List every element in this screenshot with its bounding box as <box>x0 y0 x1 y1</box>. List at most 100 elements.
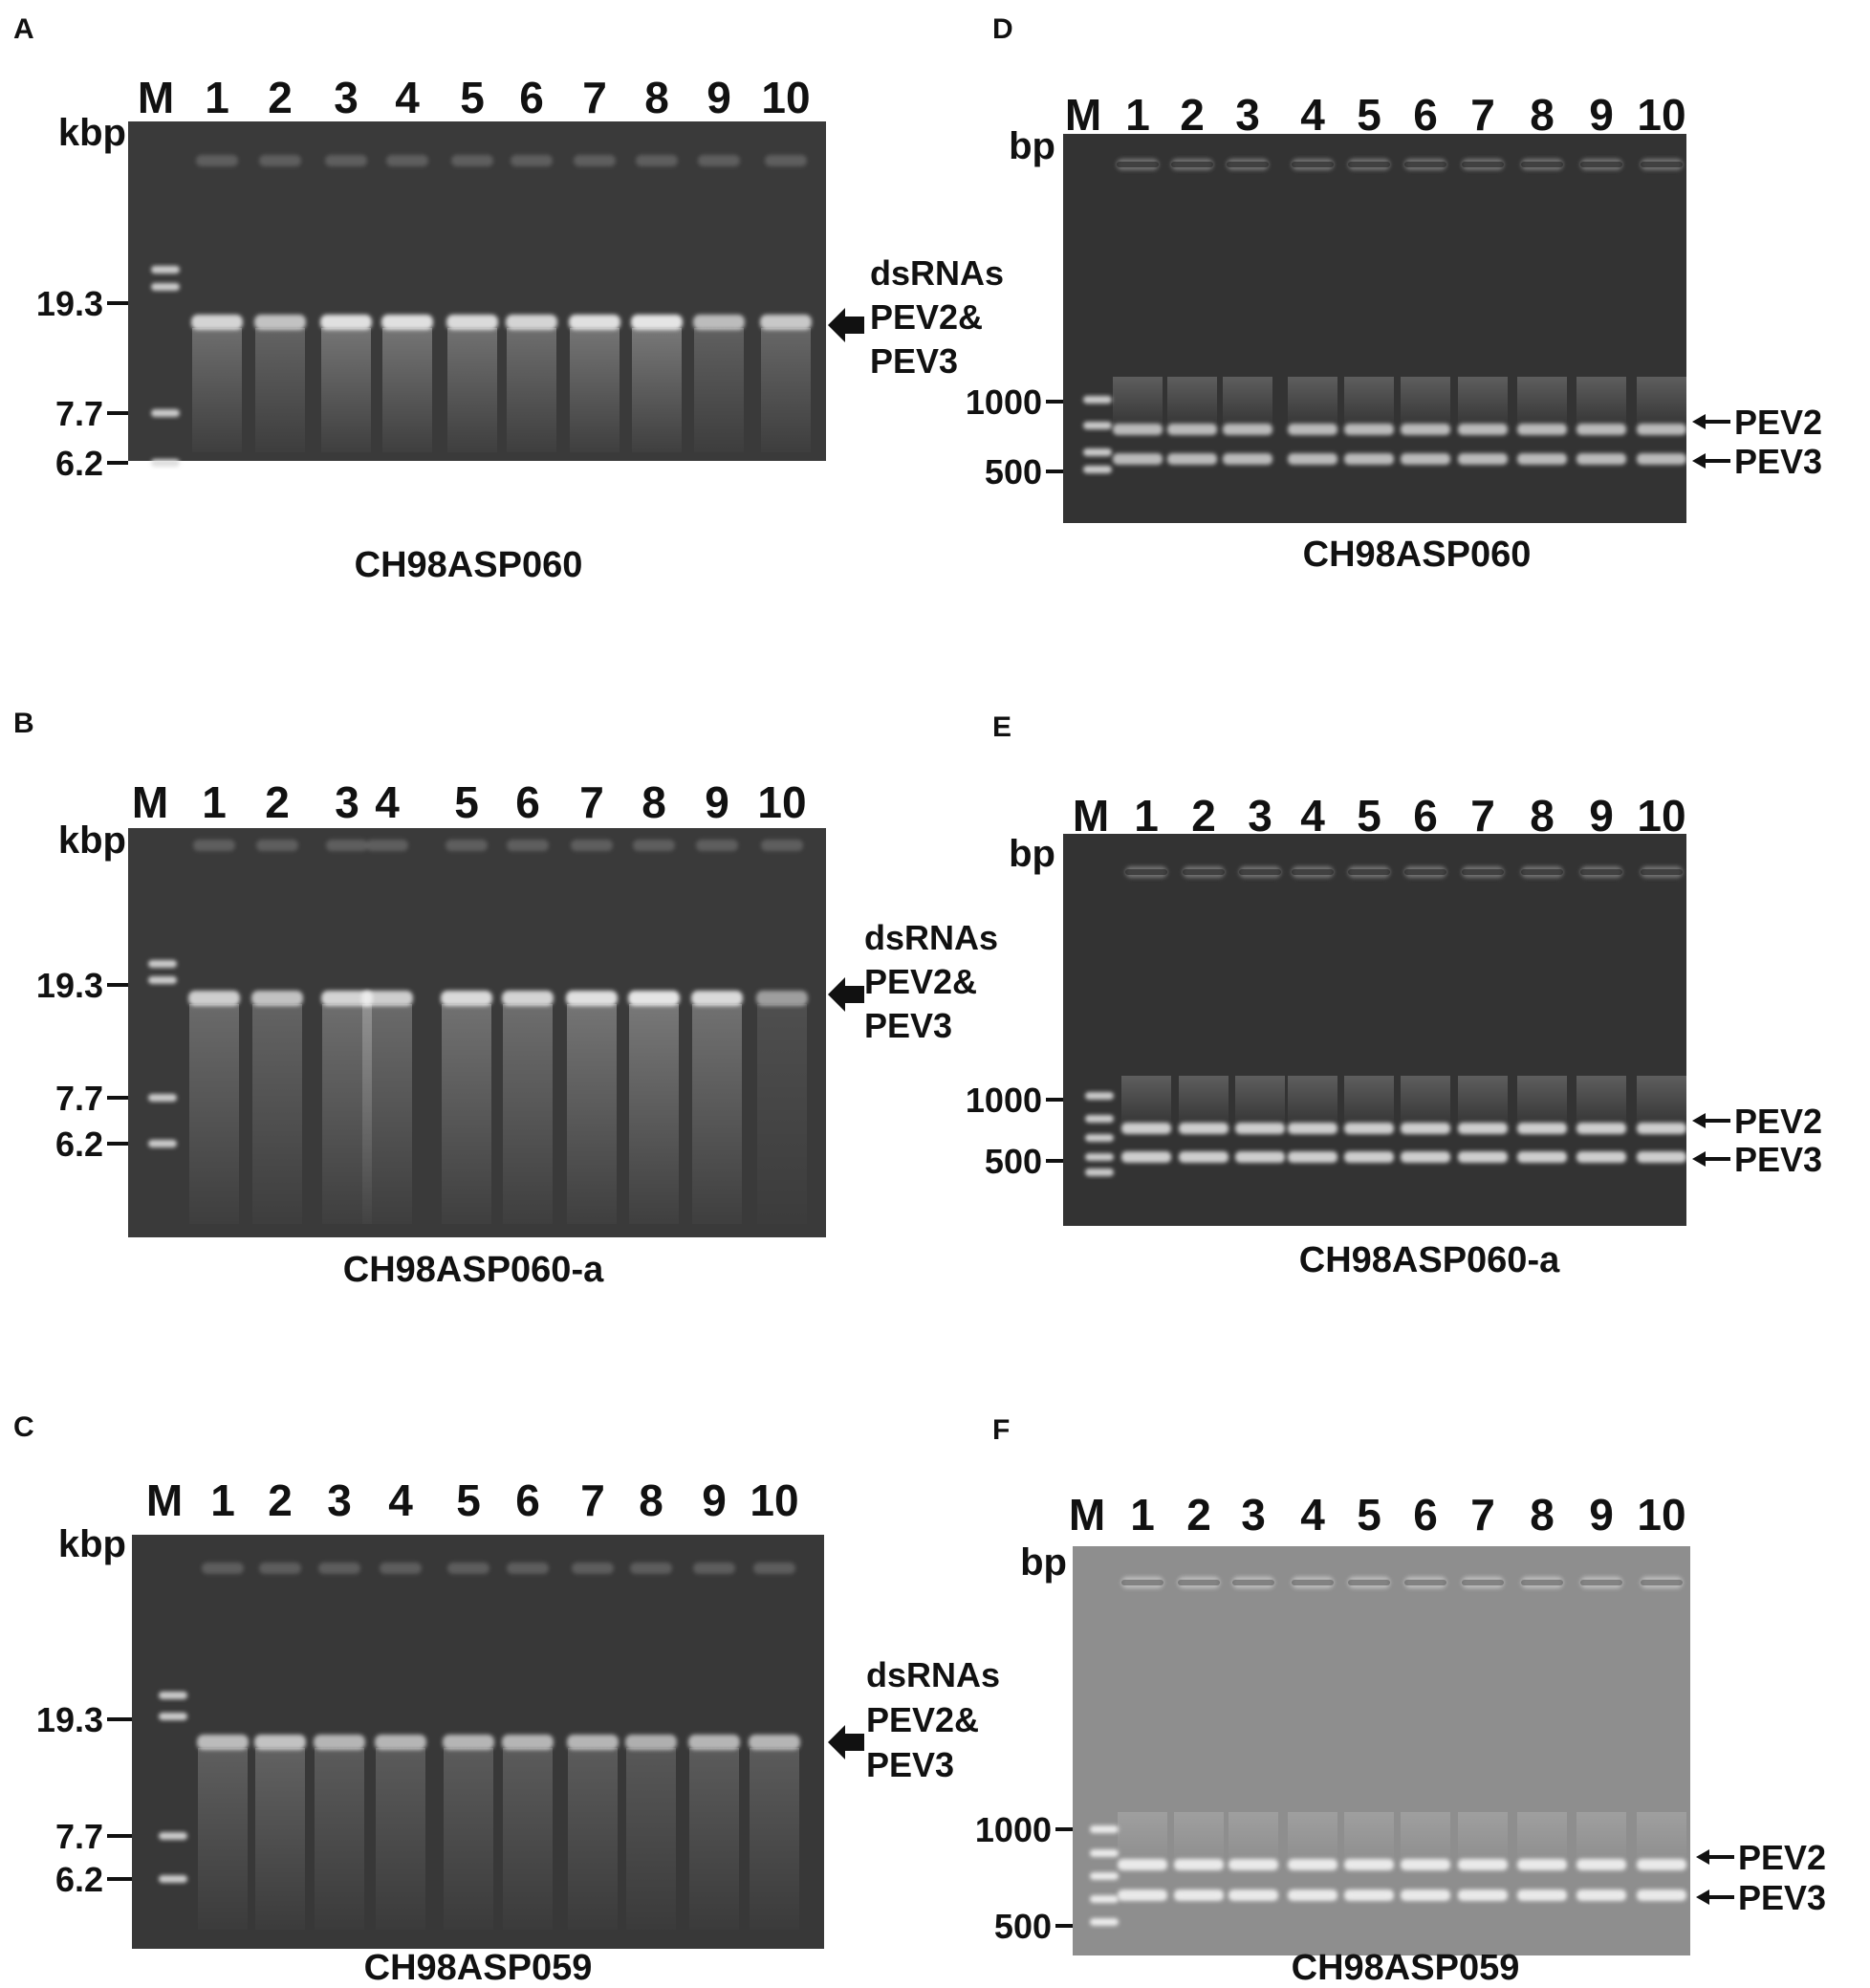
smear-lane-7 <box>570 328 620 452</box>
sample-bands <box>1118 1812 1686 1901</box>
pev3-band-lane-5 <box>1344 453 1394 465</box>
pev2-band-lane-8 <box>1517 1123 1567 1134</box>
tick-label-19.3: 19.3 <box>36 966 103 1005</box>
smear-lane-4 <box>376 1748 425 1930</box>
well-slot-9 <box>1580 162 1622 167</box>
lane-label-8: 8 <box>644 73 669 122</box>
lane-label-7: 7 <box>1470 1490 1495 1540</box>
arrow-left-icon <box>1692 1113 1730 1128</box>
pev2-band-lane-1 <box>1113 424 1163 435</box>
well-slot-9 <box>1580 869 1622 875</box>
marker-band-3 <box>151 409 180 417</box>
well-slot-6 <box>1404 869 1446 875</box>
pev2-band-lane-6 <box>1401 1123 1450 1134</box>
lane-label-4: 4 <box>1300 791 1325 841</box>
smear-lane-5 <box>1344 1076 1394 1124</box>
lane-label-8: 8 <box>1530 90 1555 140</box>
pev3-band-lane-4 <box>1288 1151 1337 1163</box>
smear-lane-5 <box>1344 377 1394 425</box>
smear-lane-5 <box>442 1004 491 1224</box>
well-slot-9 <box>1580 1580 1622 1585</box>
smear-lane-9 <box>1576 1812 1626 1860</box>
panel-c: C M 1 2 3 4 5 6 7 8 9 10 kbp 19.3 7.7 6.2 dsRNAs PEV… <box>13 1411 1000 1988</box>
pev3-band-lane-6 <box>1401 453 1450 465</box>
smear-lane-3 <box>315 1748 364 1930</box>
smear-lane-7 <box>568 1748 618 1930</box>
pev2-band-lane-4 <box>1288 1859 1337 1870</box>
pev2-band-lane-8 <box>1517 1859 1567 1870</box>
well-4 <box>380 1562 422 1574</box>
marker-band-4 <box>1083 466 1112 473</box>
well-slot-10 <box>1641 162 1683 167</box>
well-3 <box>325 155 367 166</box>
lane-label-3: 3 <box>335 777 359 827</box>
smear-lane-10 <box>757 1004 807 1224</box>
well-slot-4 <box>1292 162 1334 167</box>
lane-label-marker: M <box>132 777 168 827</box>
lane-label-1: 1 <box>1130 1490 1155 1540</box>
dsrna-band-lane-10 <box>756 991 808 1006</box>
dsrna-band-lane-4 <box>361 991 413 1006</box>
well-1 <box>193 840 235 851</box>
dsrna-band-lane-8 <box>628 991 680 1006</box>
well-slot-4 <box>1292 1580 1334 1585</box>
lane-label-10: 10 <box>750 1475 798 1525</box>
marker-band-2 <box>151 283 180 291</box>
lane-label-7: 7 <box>580 1475 605 1525</box>
band-label-pev3: PEV3 <box>1738 1878 1826 1917</box>
lane-label-6: 6 <box>1413 791 1438 841</box>
pev2-band-lane-3 <box>1235 1123 1285 1134</box>
annotation-line-1: dsRNAs <box>866 1655 1000 1694</box>
dsrna-band-lane-1 <box>197 1735 249 1750</box>
well-slot-5 <box>1348 162 1390 167</box>
dsrna-band-lane-2 <box>254 1735 306 1750</box>
smear-lane-2 <box>252 1004 302 1224</box>
lane-label-marker: M <box>138 73 174 122</box>
lane-labels: M 1 2 3 4 5 6 7 8 9 10 <box>138 73 811 122</box>
size-ticks: 1000 500 <box>966 1081 1063 1181</box>
pev3-band-lane-2 <box>1167 453 1217 465</box>
marker-lane <box>1090 1825 1119 1926</box>
smear-lane-9 <box>692 1004 742 1224</box>
pev2-band-lane-6 <box>1401 1859 1450 1870</box>
lane-label-2: 2 <box>265 777 290 827</box>
well-10 <box>753 1562 795 1574</box>
tick-label-500: 500 <box>985 1142 1042 1181</box>
well-slot-8 <box>1521 1580 1563 1585</box>
smear-lane-10 <box>761 328 811 452</box>
well-slot-7 <box>1462 1580 1504 1585</box>
pev2-band-lane-3 <box>1229 1859 1278 1870</box>
pev2-band-lane-10 <box>1637 1859 1686 1870</box>
pev3-band-lane-3 <box>1235 1151 1285 1163</box>
pev2-band-lane-7 <box>1458 424 1508 435</box>
smear-lane-5 <box>1344 1812 1394 1860</box>
well-slot-1 <box>1117 162 1159 167</box>
lane-label-2: 2 <box>1191 791 1216 841</box>
annotation-line-1: dsRNAs <box>864 918 998 957</box>
gel-image <box>1073 1546 1690 1955</box>
well-row <box>202 1562 795 1574</box>
well-6 <box>507 840 549 851</box>
smear-lane-9 <box>694 328 744 452</box>
lane-label-7: 7 <box>582 73 607 122</box>
smear-lane-10 <box>1637 1812 1686 1860</box>
marker-band-2 <box>148 976 177 984</box>
lane-label-7: 7 <box>1470 791 1495 841</box>
lane-label-3: 3 <box>334 73 359 122</box>
sample-bands <box>1121 1076 1686 1163</box>
dsrna-band-lane-1 <box>188 991 240 1006</box>
well-row <box>196 155 807 166</box>
pev2-band-lane-2 <box>1179 1123 1229 1134</box>
unit-label: kbp <box>58 112 126 154</box>
lane-label-5: 5 <box>456 1475 481 1525</box>
well-2 <box>259 1562 301 1574</box>
marker-band-4 <box>1090 1895 1119 1903</box>
arrow-left-icon <box>1692 453 1730 469</box>
well-6 <box>511 155 553 166</box>
pev2-band-lane-5 <box>1344 424 1394 435</box>
panel-letter: E <box>992 711 1011 743</box>
well-slot-3 <box>1232 1580 1274 1585</box>
pev3-band-lane-1 <box>1118 1890 1167 1901</box>
well-row <box>193 840 803 851</box>
